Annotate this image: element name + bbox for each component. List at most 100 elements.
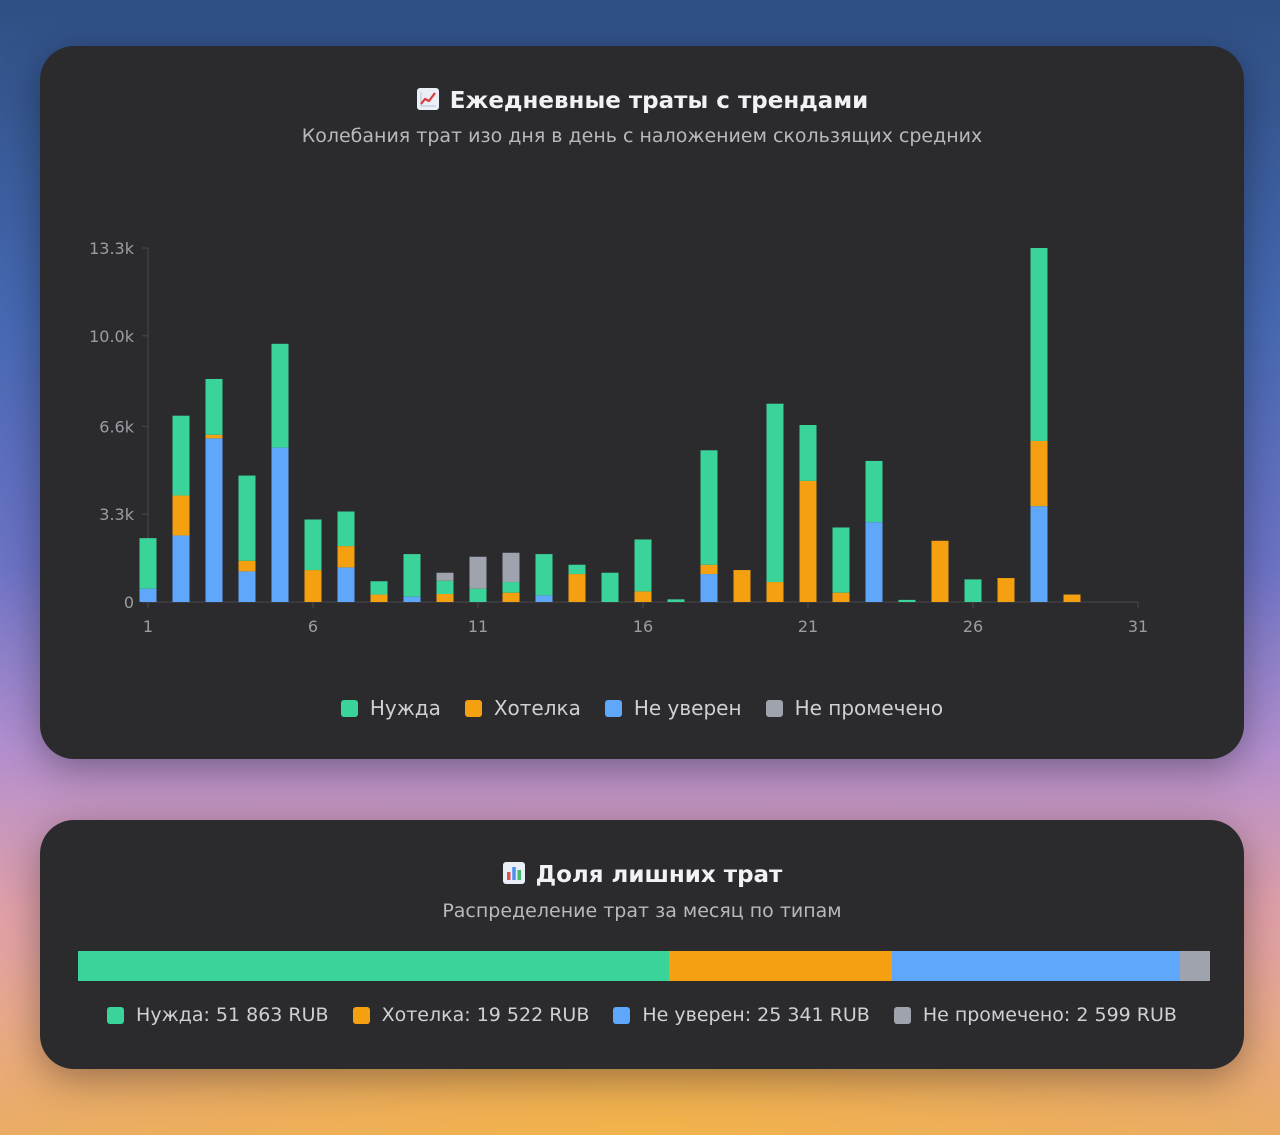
bar-day-22-need[interactable] xyxy=(832,527,850,593)
bar-day-19-want[interactable] xyxy=(733,570,751,602)
bar-day-21-need[interactable] xyxy=(799,425,817,481)
bar-day-6-need[interactable] xyxy=(304,519,322,571)
spending-share-card: Доля лишних трат Распределение трат за м… xyxy=(40,820,1244,1069)
bar-day-12-unmarked[interactable] xyxy=(502,552,520,583)
bar-day-4-want[interactable] xyxy=(238,560,256,572)
chart-increasing-icon xyxy=(416,88,439,110)
share-chart-subtitle: Распределение трат за месяц по типам xyxy=(442,900,842,922)
legend-label-unmarked: Не промечено xyxy=(794,696,944,720)
x-tick-label: 16 xyxy=(633,617,653,636)
bar-day-29-want[interactable] xyxy=(1063,594,1081,602)
share-chart-title-text: Доля лишних трат xyxy=(535,862,783,888)
bar-day-7-need[interactable] xyxy=(337,511,355,547)
bar-day-24-need[interactable] xyxy=(898,599,916,602)
share-item-unmarked: Не промечено: 2 599 RUB xyxy=(893,1004,1177,1026)
bar-day-10-need[interactable] xyxy=(436,580,454,595)
share-swatch-need xyxy=(107,1006,125,1024)
bar-day-14-want[interactable] xyxy=(568,574,586,602)
bar-day-10-want[interactable] xyxy=(436,594,454,602)
bar-day-5-unsure[interactable] xyxy=(271,447,289,602)
bar-day-8-need[interactable] xyxy=(370,581,388,595)
bar-day-27-want[interactable] xyxy=(997,578,1015,602)
x-tick-label: 31 xyxy=(1128,617,1148,636)
bar-day-23-need[interactable] xyxy=(865,460,883,523)
y-tick-label: 0 xyxy=(124,593,134,612)
share-label-unsure: Не уверен: 25 341 RUB xyxy=(642,1004,870,1026)
legend-swatch-unmarked xyxy=(765,699,783,717)
bar-day-6-want[interactable] xyxy=(304,570,322,602)
bar-day-2-unsure[interactable] xyxy=(172,535,190,602)
bar-day-16-want[interactable] xyxy=(634,591,652,602)
share-item-unsure: Не уверен: 25 341 RUB xyxy=(613,1004,870,1026)
bar-day-11-unmarked[interactable] xyxy=(469,556,487,589)
y-tick-label: 10.0k xyxy=(89,327,135,346)
legend-item-unsure[interactable]: Не уверен xyxy=(604,696,742,720)
bar-day-12-want[interactable] xyxy=(502,592,520,602)
x-tick-label: 1 xyxy=(143,617,153,636)
bar-day-28-unsure[interactable] xyxy=(1030,506,1048,602)
y-tick-label: 3.3k xyxy=(99,505,134,524)
share-label-want: Хотелка: 19 522 RUB xyxy=(381,1004,590,1026)
legend-item-want[interactable]: Хотелка xyxy=(464,696,581,720)
legend-label-unsure: Не уверен xyxy=(633,696,742,720)
bar-day-7-unsure[interactable] xyxy=(337,567,355,602)
bar-chart-icon xyxy=(502,862,525,884)
bar-day-1-unsure[interactable] xyxy=(139,588,157,602)
legend-swatch-need xyxy=(340,699,358,717)
bar-day-23-unsure[interactable] xyxy=(865,522,883,602)
daily-chart-title-text: Ежедневные траты с трендами xyxy=(449,88,869,114)
bar-day-2-need[interactable] xyxy=(172,415,190,496)
bar-day-3-unsure[interactable] xyxy=(205,438,223,602)
share-label-need: Нужда: 51 863 RUB xyxy=(136,1004,329,1026)
bar-day-28-want[interactable] xyxy=(1030,440,1048,507)
bar-day-7-want[interactable] xyxy=(337,546,355,568)
bar-day-26-need[interactable] xyxy=(964,579,982,602)
x-tick-label: 11 xyxy=(468,617,488,636)
bar-day-18-need[interactable] xyxy=(700,450,718,565)
bar-day-11-need[interactable] xyxy=(469,588,487,602)
legend-item-need[interactable]: Нужда xyxy=(340,696,441,720)
legend-label-need: Нужда xyxy=(369,696,441,720)
spending-share-bar xyxy=(78,951,1210,981)
bar-day-16-need[interactable] xyxy=(634,539,652,592)
bar-day-3-want[interactable] xyxy=(205,434,223,439)
bar-day-2-want[interactable] xyxy=(172,495,190,536)
x-tick-label: 6 xyxy=(308,617,318,636)
legend-label-want: Хотелка xyxy=(493,696,581,720)
bar-day-28-need[interactable] xyxy=(1030,248,1048,441)
share-segment-want[interactable] xyxy=(669,951,892,981)
share-chart-title: Доля лишних трат xyxy=(40,861,1244,888)
bar-day-10-unmarked[interactable] xyxy=(436,572,454,581)
bar-day-20-want[interactable] xyxy=(766,582,784,602)
bar-day-15-need[interactable] xyxy=(601,572,619,602)
bar-day-4-unsure[interactable] xyxy=(238,571,256,602)
bar-day-21-want[interactable] xyxy=(799,480,817,602)
bar-day-4-need[interactable] xyxy=(238,475,256,561)
bar-day-3-need[interactable] xyxy=(205,378,223,435)
share-legend: Нужда: 51 863 RUB Хотелка: 19 522 RUB Не… xyxy=(40,1004,1244,1026)
share-swatch-unsure xyxy=(613,1006,631,1024)
bar-day-18-want[interactable] xyxy=(700,564,718,575)
share-segment-unmarked[interactable] xyxy=(1180,951,1210,981)
legend-swatch-want xyxy=(464,699,482,717)
bar-day-1-need[interactable] xyxy=(139,538,157,589)
bar-day-5-need[interactable] xyxy=(271,343,289,448)
bar-day-17-need[interactable] xyxy=(667,599,685,602)
bar-day-20-need[interactable] xyxy=(766,403,784,583)
legend-item-unmarked[interactable]: Не промечено xyxy=(765,696,944,720)
share-segment-need[interactable] xyxy=(78,951,670,981)
bar-day-14-need[interactable] xyxy=(568,564,586,575)
bar-day-25-want[interactable] xyxy=(931,540,949,602)
bar-day-13-unsure[interactable] xyxy=(535,595,553,602)
daily-chart-subtitle: Колебания трат изо дня в день с наложени… xyxy=(301,125,983,147)
bar-day-22-want[interactable] xyxy=(832,592,850,602)
share-swatch-want xyxy=(352,1006,370,1024)
bar-day-9-unsure[interactable] xyxy=(403,596,421,602)
bar-day-13-need[interactable] xyxy=(535,554,553,596)
bar-day-12-need[interactable] xyxy=(502,582,520,593)
share-segment-unsure[interactable] xyxy=(891,951,1181,981)
bar-day-9-need[interactable] xyxy=(403,554,421,597)
bar-day-8-want[interactable] xyxy=(370,594,388,602)
bar-day-18-unsure[interactable] xyxy=(700,574,718,602)
share-label-unmarked: Не промечено: 2 599 RUB xyxy=(922,1004,1177,1026)
